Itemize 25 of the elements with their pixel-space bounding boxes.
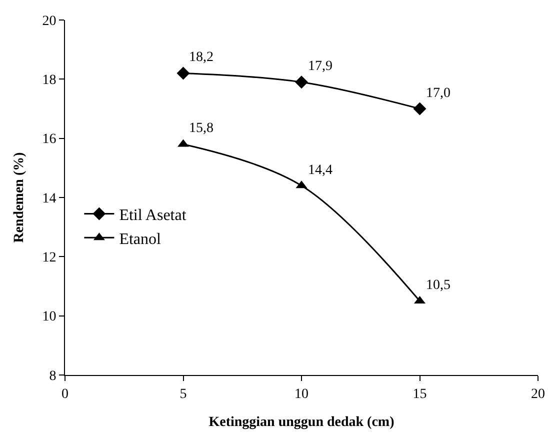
y-tick-label: 18 [42,73,56,88]
point [295,76,308,89]
y-tick-label: 14 [42,191,56,206]
legend-label: Etanol [119,230,162,248]
point [176,66,190,80]
x-tick-label: 5 [180,386,187,402]
y-tick-label: 8 [49,368,56,384]
legend-label: Etil Asetat [119,207,187,224]
x-tick-label: 15 [412,386,427,402]
point [413,102,426,116]
x-tick-label: 10 [294,386,308,402]
y-tick-label: 10 [42,310,56,325]
data-label: 18,2 [189,50,214,65]
data-label: 17,9 [308,59,332,74]
data-label: 10,5 [426,278,450,293]
x-tick-label: 20 [531,386,545,402]
y-tick-label: 12 [42,250,56,266]
x-axis-title: Ketinggian unggun dedak (cm) [208,415,395,430]
x-tick-label: 0 [62,386,68,402]
y-tick-label: 16 [42,132,56,148]
data-label: 15,8 [189,121,214,136]
y-tick-label: 20 [42,14,56,29]
data-label: 17,0 [426,86,450,101]
data-label: 14,4 [308,163,332,178]
y-axis-title: Rendemen (%) [12,152,27,243]
